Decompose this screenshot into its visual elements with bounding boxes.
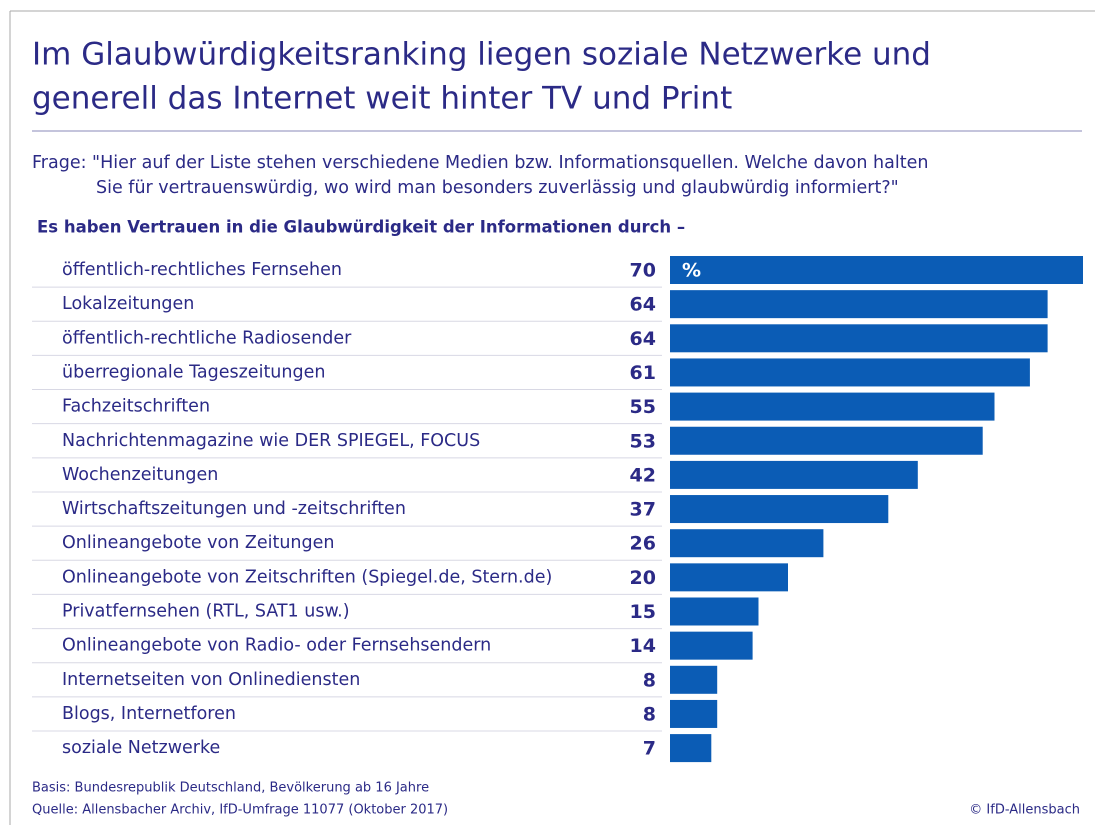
title-line: Im Glaubwürdigkeitsranking liegen sozial… xyxy=(32,37,931,73)
title-line: generell das Internet weit hinter TV und… xyxy=(32,81,732,117)
value-label: 14 xyxy=(630,635,656,657)
question-line: Sie für vertrauenswürdig, wo wird man be… xyxy=(96,178,899,198)
category-label: Privatfernsehen (RTL, SAT1 usw.) xyxy=(62,602,350,622)
bar xyxy=(670,256,1083,284)
bar xyxy=(670,358,1030,387)
bar xyxy=(670,665,718,694)
category-label: Wochenzeitungen xyxy=(62,465,218,485)
value-label: 8 xyxy=(643,703,656,725)
value-label: 64 xyxy=(630,328,656,350)
category-label: Internetseiten von Onlinediensten xyxy=(62,670,360,690)
bar xyxy=(670,563,788,592)
value-label: 61 xyxy=(630,362,656,384)
value-label: 8 xyxy=(643,669,656,691)
category-label: Onlineangebote von Zeitschriften (Spiege… xyxy=(62,567,552,587)
bar xyxy=(670,734,712,763)
value-label: 20 xyxy=(630,567,656,589)
unit-label: % xyxy=(682,260,701,282)
bar xyxy=(670,426,983,455)
category-label: Lokalzeitungen xyxy=(62,294,194,314)
category-label: Wirtschaftszeitungen und -zeitschriften xyxy=(62,499,406,519)
value-label: 55 xyxy=(630,396,656,418)
category-label: Nachrichtenmagazine wie DER SPIEGEL, FOC… xyxy=(62,431,480,451)
bar xyxy=(670,495,889,524)
bar xyxy=(670,529,824,558)
question-line: Frage: "Hier auf der Liste stehen versch… xyxy=(32,153,928,173)
footer-line: Basis: Bundesrepublik Deutschland, Bevöl… xyxy=(32,781,429,796)
value-label: 42 xyxy=(630,464,656,486)
category-label: soziale Netzwerke xyxy=(62,738,220,758)
value-label: 7 xyxy=(643,738,656,760)
value-label: 70 xyxy=(630,260,656,282)
bar xyxy=(670,699,718,728)
bar xyxy=(670,392,995,421)
category-label: überregionale Tageszeitungen xyxy=(62,362,325,382)
category-label: Blogs, Internetforen xyxy=(62,704,236,724)
bar xyxy=(670,324,1048,353)
copyright: © IfD-Allensbach xyxy=(969,803,1080,818)
category-label: Onlineangebote von Zeitungen xyxy=(62,533,335,553)
bar xyxy=(670,460,918,489)
footer-line: Quelle: Allensbacher Archiv, IfD-Umfrage… xyxy=(32,803,448,818)
value-label: 53 xyxy=(630,430,656,452)
category-label: Fachzeitschriften xyxy=(62,397,210,417)
category-label: Onlineangebote von Radio- oder Fernsehse… xyxy=(62,636,491,656)
value-label: 26 xyxy=(630,533,656,555)
bar xyxy=(670,631,753,660)
category-label: öffentlich-rechtliches Fernsehen xyxy=(62,260,342,280)
value-label: 15 xyxy=(630,601,656,623)
value-label: 64 xyxy=(630,294,656,316)
value-label: 37 xyxy=(630,499,656,521)
category-label: öffentlich-rechtliche Radiosender xyxy=(62,328,352,348)
bar xyxy=(670,597,759,626)
subtitle: Es haben Vertrauen in die Glaubwürdigkei… xyxy=(37,218,685,237)
bar xyxy=(670,290,1048,319)
